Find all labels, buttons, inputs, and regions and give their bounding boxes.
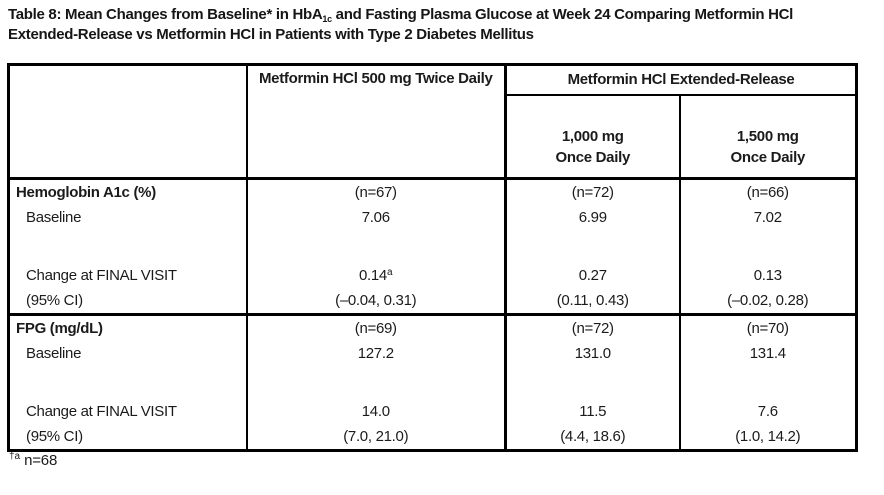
value-cell: 127.2 xyxy=(246,340,507,367)
frequency-label: Once Daily xyxy=(730,149,806,166)
n-value: (n=69) xyxy=(246,314,507,341)
row-label-baseline: Baseline xyxy=(8,340,248,367)
empty-cell xyxy=(246,230,507,263)
column-group-header-er: Metformin HCl Extended-Release xyxy=(505,64,857,96)
table-caption: Table 8: Mean Changes from Baseline* in … xyxy=(8,5,870,45)
dose-label: 1,000 mg xyxy=(561,128,624,145)
column-header-1500mg: 1,500 mg Once Daily xyxy=(680,95,857,179)
row-label-ci: (95% CI) xyxy=(8,424,248,451)
spacer-row xyxy=(8,366,857,399)
row-label-hba1c: Hemoglobin A1c (%) xyxy=(8,178,248,205)
table-row: Change at FINAL VISIT 0.14a 0.27 0.13 xyxy=(8,262,857,289)
table-row: FPG (mg/dL) (n=69) (n=72) (n=70) xyxy=(8,314,857,341)
table-row: (95% CI) (7.0, 21.0) (4.4, 18.6) (1.0, 1… xyxy=(8,424,857,451)
empty-cell xyxy=(505,366,681,399)
frequency-label: Once Daily xyxy=(555,149,631,166)
change-value: 0.14 xyxy=(358,267,387,284)
value-cell: 0.13 xyxy=(753,267,782,284)
empty-cell xyxy=(246,366,507,399)
value-cell: 131.4 xyxy=(749,345,786,362)
table-row: Baseline 127.2 131.0 131.4 xyxy=(8,340,857,367)
empty-cell xyxy=(8,230,248,263)
table-row: Hemoglobin A1c (%) (n=67) (n=72) (n=66) xyxy=(8,178,857,205)
table-row: Baseline 7.06 6.99 7.02 xyxy=(8,204,857,231)
value-cell: 131.0 xyxy=(505,340,681,367)
value-cell: 7.02 xyxy=(753,209,782,226)
ci-cell: (0.11, 0.43) xyxy=(505,288,681,315)
n-value: (n=72) xyxy=(505,178,681,205)
dose-label: 1,500 mg xyxy=(736,128,799,145)
n-value: (n=72) xyxy=(505,314,681,341)
value-cell: 7.6 xyxy=(757,403,778,420)
ci-cell: (4.4, 18.6) xyxy=(505,424,681,451)
table-row: Change at FINAL VISIT 14.0 11.5 7.6 xyxy=(8,398,857,425)
empty-cell xyxy=(680,367,857,399)
column-header-1000mg: 1,000 mg Once Daily xyxy=(505,94,681,179)
row-label-change: Change at FINAL VISIT xyxy=(8,262,248,289)
n-value: (n=66) xyxy=(746,183,789,201)
footnote-marker: †a xyxy=(9,451,21,462)
ci-cell: (–0.02, 0.28) xyxy=(727,292,809,310)
footnote-text: n=68 xyxy=(24,452,58,469)
caption-subscript: 1c xyxy=(322,14,332,24)
row-label-fpg: FPG (mg/dL) xyxy=(8,314,248,341)
data-table: Metformin HCl 500 mg Twice Daily Metform… xyxy=(7,63,859,452)
value-cell: 11.5 xyxy=(505,398,681,425)
n-value: (n=70) xyxy=(746,319,789,337)
section-fpg: FPG (mg/dL) (n=69) (n=72) (n=70) Baselin… xyxy=(8,314,857,451)
row-label-ci: (95% CI) xyxy=(8,288,248,315)
corner-empty-cell xyxy=(8,64,248,179)
caption-text-part1: Table 8: Mean Changes from Baseline* in … xyxy=(8,6,323,23)
value-cell: 0.27 xyxy=(505,262,681,289)
row-label-baseline: Baseline xyxy=(8,204,248,231)
column-header-metformin-ir: Metformin HCl 500 mg Twice Daily xyxy=(246,64,507,179)
footnote-marker-a: a xyxy=(386,267,393,278)
value-cell: 7.06 xyxy=(246,204,507,231)
value-cell: 0.14a xyxy=(246,262,507,289)
value-cell: 6.99 xyxy=(505,204,681,231)
spacer-row xyxy=(8,230,857,263)
empty-cell xyxy=(505,230,681,263)
section-hba1c: Hemoglobin A1c (%) (n=67) (n=72) (n=66) … xyxy=(8,178,857,315)
n-value: (n=67) xyxy=(246,178,507,205)
ci-cell: (–0.04, 0.31) xyxy=(246,288,507,315)
value-cell: 14.0 xyxy=(246,398,507,425)
row-label-change: Change at FINAL VISIT xyxy=(8,398,248,425)
caption-text-part2: and Fasting Plasma Glucose at Week 24 Co… xyxy=(331,6,794,23)
caption-text-line2: Extended-Release vs Metformin HCl in Pat… xyxy=(8,26,534,43)
ci-cell: (7.0, 21.0) xyxy=(246,424,507,451)
empty-cell xyxy=(8,366,248,399)
empty-cell xyxy=(680,231,857,263)
ci-cell: (1.0, 14.2) xyxy=(735,428,801,446)
footnote: †a n=68 xyxy=(9,451,58,470)
table-row: (95% CI) (–0.04, 0.31) (0.11, 0.43) (–0.… xyxy=(8,288,857,315)
